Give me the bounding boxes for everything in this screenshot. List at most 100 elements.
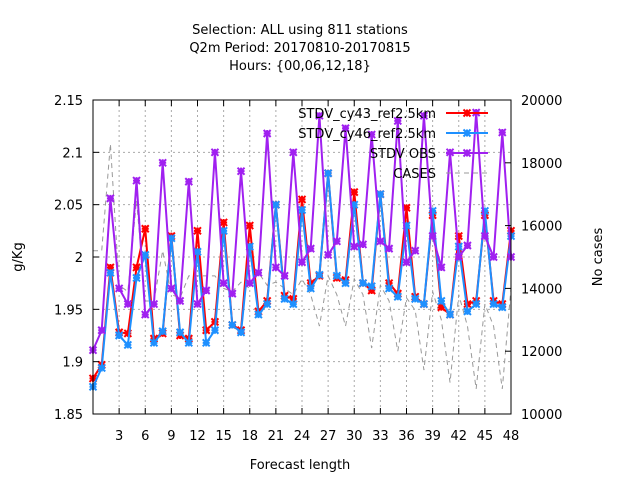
data-point-stdv-cy43-ref2-5km: [202, 326, 211, 335]
data-point-stdv-cy46-ref2-5km: [184, 338, 193, 348]
data-point-stdv-obs: [271, 263, 281, 272]
data-point-stdv-obs: [454, 252, 463, 262]
data-point-stdv-cy46-ref2-5km: [210, 326, 220, 335]
x-tick-label: 12: [189, 429, 206, 444]
data-point-stdv-obs: [132, 176, 141, 185]
y2-axis-label: No cases: [591, 228, 606, 287]
title-line-2: Q2m Period: 20170810-20170815: [189, 41, 410, 56]
data-point-stdv-obs: [167, 284, 176, 293]
legend-label-stdv-cy46-ref2-5km: STDV_cy46_ref2.5km: [298, 127, 436, 142]
data-point-stdv-obs: [437, 263, 446, 272]
data-point-stdv-cy46-ref2-5km: [202, 338, 211, 348]
data-point-stdv-obs: [289, 148, 298, 157]
data-point-stdv-cy43-ref2-5km: [132, 263, 141, 272]
data-point-stdv-cy43-ref2-5km: [106, 263, 115, 272]
data-point-stdv-cy46-ref2-5km: [332, 271, 342, 281]
data-point-stdv-cy43-ref2-5km: [141, 224, 150, 233]
legend-label-cases: CASES: [393, 167, 436, 182]
data-point-stdv-cy46-ref2-5km: [315, 270, 324, 280]
axis-ticks: 3 6 9 12 15 18 21 24 27 30 33 36 39 42 45 481.851.91.95…: [54, 94, 562, 444]
y-tick-label: 1.9: [62, 356, 83, 371]
data-point-stdv-cy46-ref2-5km: [489, 299, 498, 309]
data-point-stdv-cy46-ref2-5km: [350, 200, 359, 209]
x-tick-label: 42: [450, 429, 467, 444]
y2-tick-label: 20000: [521, 94, 562, 109]
legend: STDV_cy43_ref2.5km STDV_cy46_ref2.5km STDV…: [298, 107, 488, 182]
data-point-stdv-cy46-ref2-5km: [402, 221, 411, 230]
data-point-stdv-cy46-ref2-5km: [193, 247, 202, 256]
data-point-stdv-obs: [254, 268, 263, 277]
data-point-stdv-cy46-ref2-5km: [323, 169, 333, 178]
data-point-stdv-cy43-ref2-5km: [245, 221, 254, 230]
data-point-stdv-cy46-ref2-5km: [358, 278, 368, 288]
data-point-stdv-obs: [149, 299, 159, 309]
data-point-stdv-cy46-ref2-5km: [280, 294, 289, 304]
data-point-stdv-obs: [384, 244, 394, 253]
data-point-stdv-cy46-ref2-5km: [428, 206, 437, 216]
data-point-stdv-obs: [210, 148, 220, 157]
data-point-stdv-obs: [341, 124, 350, 133]
data-point-stdv-cy43-ref2-5km: [437, 303, 446, 312]
legend-marker-stdv-cy46-ref2-5km: [462, 128, 472, 138]
data-point-stdv-cy46-ref2-5km: [149, 338, 159, 348]
y-tick-label: 1.85: [54, 408, 83, 423]
data-point-stdv-cy46-ref2-5km: [132, 273, 141, 283]
data-point-stdv-cy46-ref2-5km: [445, 310, 455, 319]
data-point-stdv-obs: [219, 278, 228, 288]
data-point-stdv-obs: [315, 111, 324, 120]
data-point-stdv-obs: [123, 299, 133, 309]
data-point-stdv-obs: [114, 284, 124, 293]
data-point-stdv-obs: [228, 289, 237, 298]
legend-marker-stdv-obs: [462, 148, 472, 158]
series-line-cases: [93, 143, 512, 389]
data-point-stdv-cy43-ref2-5km: [350, 187, 359, 197]
data-point-stdv-cy46-ref2-5km: [175, 328, 185, 337]
x-tick-label: 9: [167, 429, 175, 444]
data-point-stdv-obs: [428, 231, 437, 241]
data-point-stdv-obs: [480, 231, 490, 241]
data-point-stdv-obs: [193, 299, 202, 309]
data-point-stdv-cy46-ref2-5km: [228, 320, 237, 330]
data-point-stdv-cy46-ref2-5km: [114, 331, 124, 340]
data-point-stdv-cy46-ref2-5km: [158, 327, 167, 336]
data-point-stdv-obs: [158, 158, 167, 168]
data-point-stdv-cy43-ref2-5km: [193, 226, 202, 236]
data-point-stdv-obs: [175, 296, 185, 306]
data-point-stdv-obs: [463, 241, 472, 250]
data-point-stdv-cy46-ref2-5km: [498, 303, 507, 312]
data-point-stdv-cy46-ref2-5km: [367, 282, 376, 291]
y2-tick-label: 18000: [521, 157, 562, 172]
data-point-stdv-obs: [323, 250, 333, 260]
data-point-stdv-obs: [236, 166, 246, 176]
data-point-stdv-obs: [262, 129, 272, 138]
x-tick-label: 45: [477, 429, 494, 444]
y2-tick-label: 16000: [521, 220, 562, 235]
x-tick-label: 27: [320, 429, 337, 444]
data-point-stdv-obs: [419, 111, 429, 120]
data-point-stdv-cy46-ref2-5km: [306, 284, 315, 293]
data-point-stdv-cy46-ref2-5km: [262, 299, 272, 309]
data-point-stdv-obs: [393, 116, 402, 126]
y-axis-label: g/Kg: [11, 242, 26, 271]
y-tick-label: 2: [75, 251, 83, 266]
data-point-stdv-cy46-ref2-5km: [393, 292, 402, 301]
title-line-1: Selection: ALL using 811 stations: [192, 23, 408, 38]
x-tick-label: 21: [268, 429, 285, 444]
data-point-stdv-obs: [297, 258, 307, 267]
y2-tick-label: 14000: [521, 282, 562, 297]
data-point-stdv-obs: [411, 246, 420, 255]
data-point-stdv-cy46-ref2-5km: [289, 299, 298, 309]
data-point-stdv-obs: [306, 244, 315, 253]
data-point-stdv-obs: [184, 177, 193, 186]
x-tick-label: 3: [115, 429, 123, 444]
data-point-stdv-obs: [358, 240, 368, 249]
y-tick-label: 2.1: [62, 146, 83, 161]
data-point-stdv-obs: [402, 258, 411, 267]
data-point-stdv-obs: [367, 130, 376, 139]
x-tick-label: 36: [398, 429, 415, 444]
data-point-stdv-cy46-ref2-5km: [245, 242, 254, 251]
x-tick-label: 33: [372, 429, 389, 444]
x-tick-label: 30: [346, 429, 363, 444]
x-tick-label: 39: [424, 429, 441, 444]
data-point-stdv-cy46-ref2-5km: [376, 189, 385, 199]
